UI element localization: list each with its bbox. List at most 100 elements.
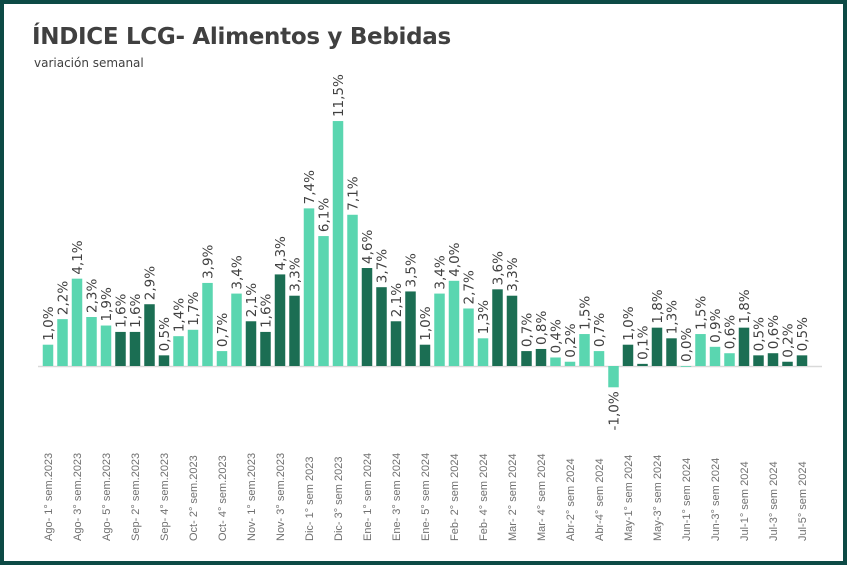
data-label: 1,6% xyxy=(128,293,144,327)
x-tick-label: Dic- 3° sem 2023 xyxy=(333,457,345,542)
x-tick-label: May-1° sem 2024 xyxy=(623,455,635,541)
bar xyxy=(158,355,170,366)
data-label: 2,1% xyxy=(244,283,260,317)
bar xyxy=(419,344,431,366)
chart-subtitle: variación semanal xyxy=(34,56,144,70)
data-label: 1,4% xyxy=(172,298,188,332)
x-tick-label: Nov- 3° sem.2023 xyxy=(275,453,287,541)
bar xyxy=(550,357,561,366)
data-label: 0,7% xyxy=(592,313,608,347)
x-tick-label: Ago- 3° sem.2023 xyxy=(72,453,84,541)
data-label: 1,5% xyxy=(578,296,594,330)
data-label: 1,0% xyxy=(621,306,637,340)
data-label: 4,3% xyxy=(273,236,289,270)
data-label: 0,2% xyxy=(781,323,797,357)
bar xyxy=(680,366,692,367)
bar xyxy=(477,338,489,366)
data-label: 0,6% xyxy=(723,315,739,349)
data-label: 2,2% xyxy=(56,281,72,315)
bar xyxy=(376,287,387,366)
x-tick-label: Ene- 5° sem 2024 xyxy=(420,453,432,541)
data-label: 1,8% xyxy=(737,289,753,323)
bar xyxy=(390,321,402,366)
x-tick-label: Abr-4° sem 2024 xyxy=(594,458,606,541)
x-tick-label: Ago- 5° sem.2023 xyxy=(101,453,113,541)
x-tick-label: Ene- 1° sem 2024 xyxy=(362,453,374,541)
data-label: 1,7% xyxy=(186,291,202,325)
data-label: 1,3% xyxy=(665,300,681,334)
data-label: 1,5% xyxy=(694,296,710,330)
bar xyxy=(521,351,532,366)
data-label: 2,1% xyxy=(389,283,405,317)
bar xyxy=(202,282,213,366)
bar xyxy=(100,325,112,366)
bar xyxy=(260,331,271,366)
bar xyxy=(448,280,460,366)
bar xyxy=(42,344,54,366)
bar xyxy=(332,121,344,366)
data-label: 0,1% xyxy=(636,325,652,359)
data-label: 4,1% xyxy=(70,240,86,274)
bar xyxy=(622,344,634,366)
x-tick-label: May-3° sem 2024 xyxy=(652,455,664,541)
bar xyxy=(361,268,373,366)
bar xyxy=(231,293,242,366)
data-label: 1,0% xyxy=(41,306,57,340)
bar xyxy=(695,334,706,366)
bar xyxy=(144,304,155,366)
x-tick-label: Oct- 2° sem.2023 xyxy=(188,455,200,541)
data-label: 0,0% xyxy=(679,328,695,362)
data-label: 0,9% xyxy=(708,308,724,342)
data-label: 6,1% xyxy=(317,198,333,232)
bar xyxy=(86,317,97,366)
x-tick-label: Sep- 2° sem.2023 xyxy=(130,453,142,541)
data-label: 3,3% xyxy=(288,257,304,291)
bar xyxy=(724,353,735,366)
x-tick-label: Jul-5° sem 2024 xyxy=(797,461,809,541)
data-label: 7,1% xyxy=(346,176,362,210)
data-label: 0,8% xyxy=(534,310,550,344)
data-label: 1,3% xyxy=(476,300,492,334)
data-label: 0,7% xyxy=(520,313,536,347)
data-label: 2,7% xyxy=(462,270,478,304)
data-label: 3,9% xyxy=(201,244,217,278)
bar xyxy=(216,351,228,366)
data-label: 0,2% xyxy=(563,323,579,357)
data-label: 0,7% xyxy=(215,313,231,347)
x-tick-label: Feb- 2° sem 2024 xyxy=(449,453,461,541)
bar xyxy=(608,366,619,388)
x-tick-label: Ene- 3° sem 2024 xyxy=(391,453,403,541)
data-label: 0,6% xyxy=(766,315,782,349)
x-tick-label: Mar- 4° sem 2024 xyxy=(536,453,548,541)
bar xyxy=(303,208,315,366)
chart-title: ÍNDICE LCG- Alimentos y Bebidas xyxy=(32,24,451,50)
bar xyxy=(173,336,184,366)
data-label: 3,3% xyxy=(505,257,521,291)
data-label: 3,4% xyxy=(230,255,246,289)
data-label: 2,9% xyxy=(143,266,159,300)
bar xyxy=(796,355,808,366)
bar xyxy=(782,361,793,366)
x-tick-label: Jul-1° sem 2024 xyxy=(739,461,751,541)
bar xyxy=(651,327,663,366)
x-tick-label: Jun-3° sem 2024 xyxy=(710,458,722,541)
x-tick-label: Abr-2° sem 2024 xyxy=(565,458,577,541)
data-label: 3,6% xyxy=(491,251,507,285)
data-label: 3,7% xyxy=(375,249,391,283)
x-tick-label: Ago- 1° sem.2023 xyxy=(43,453,55,541)
data-label: 0,5% xyxy=(752,317,768,351)
bar xyxy=(506,295,518,366)
data-label: -1,0% xyxy=(607,391,623,430)
bar xyxy=(738,327,750,366)
bar xyxy=(129,331,141,366)
bar xyxy=(434,293,445,366)
bar xyxy=(57,319,68,366)
bar xyxy=(709,346,721,366)
x-tick-label: Jun-1° sem 2024 xyxy=(681,458,693,541)
data-label: 3,4% xyxy=(433,255,449,289)
bar xyxy=(753,355,764,366)
x-tick-label: Sep- 4° sem.2023 xyxy=(159,453,171,541)
data-label: 0,5% xyxy=(157,317,173,351)
data-label: 7,4% xyxy=(302,170,318,204)
